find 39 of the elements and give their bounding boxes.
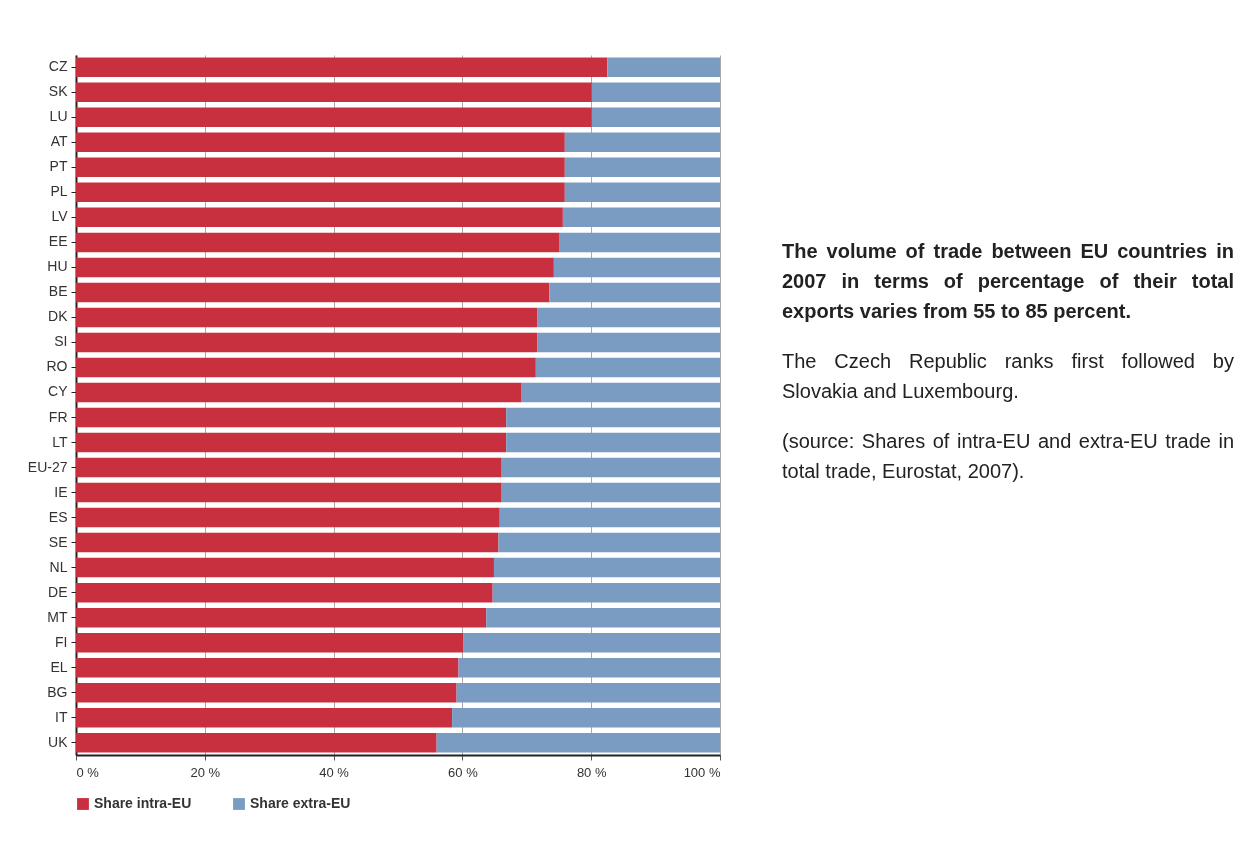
y-tick-label: IT bbox=[55, 708, 68, 725]
y-tick-label: LU bbox=[49, 108, 68, 125]
y-tick-label: BE bbox=[48, 283, 68, 300]
text: The Czech Republic ranks first followed by Slovakia and Luxembourg. bbox=[782, 349, 1234, 404]
legend-label: Share intra-EU bbox=[94, 795, 192, 811]
y-tick-label: SE bbox=[48, 533, 68, 550]
y-tick-label: MT bbox=[47, 608, 68, 625]
y-tick-label: EE bbox=[48, 233, 68, 250]
x-tick-label: 40 % bbox=[319, 764, 350, 780]
y-tick-label: DK bbox=[48, 308, 69, 325]
y-tick-label: HU bbox=[47, 258, 68, 275]
y-tick-label: CY bbox=[48, 383, 69, 400]
y-tick-label: LV bbox=[51, 208, 69, 225]
y-tick-label: EU-27 bbox=[27, 458, 68, 475]
legend-label: Share extra-EU bbox=[250, 795, 351, 811]
x-tick-label: 80 % bbox=[576, 764, 607, 780]
text: (source: Shares of intra-EU and extra-EU trade in total trade, Eurostat, 2007). bbox=[782, 429, 1234, 484]
y-tick-label: SK bbox=[48, 83, 69, 100]
y-tick-label: NL bbox=[49, 558, 68, 575]
y-tick-label: EL bbox=[50, 658, 68, 675]
y-tick-label: SI bbox=[54, 333, 68, 350]
text: The volume of trade between EU countries in 2007 in terms of percentage of their total exports varies from 55 to 85 percent. bbox=[782, 239, 1234, 324]
x-tick-label: 0 % bbox=[76, 764, 100, 780]
y-tick-label: DE bbox=[48, 583, 68, 600]
x-tick-label: 100 % bbox=[683, 764, 721, 780]
y-tick-label: UK bbox=[48, 733, 69, 750]
x-tick-label: 20 % bbox=[190, 764, 221, 780]
y-tick-label: ES bbox=[48, 508, 68, 525]
x-tick-label: 60 % bbox=[448, 764, 479, 780]
y-tick-label: PT bbox=[49, 158, 68, 175]
y-tick-label: RO bbox=[46, 358, 68, 375]
y-tick-label: PL bbox=[50, 183, 68, 200]
y-tick-label: AT bbox=[50, 133, 68, 150]
y-tick-label: FI bbox=[55, 633, 68, 650]
y-tick-label: LT bbox=[52, 433, 68, 450]
y-tick-label: FR bbox=[48, 408, 68, 425]
y-tick-label: BG bbox=[47, 683, 68, 700]
y-tick-label: CZ bbox=[48, 58, 68, 75]
y-tick-label: IE bbox=[54, 483, 68, 500]
